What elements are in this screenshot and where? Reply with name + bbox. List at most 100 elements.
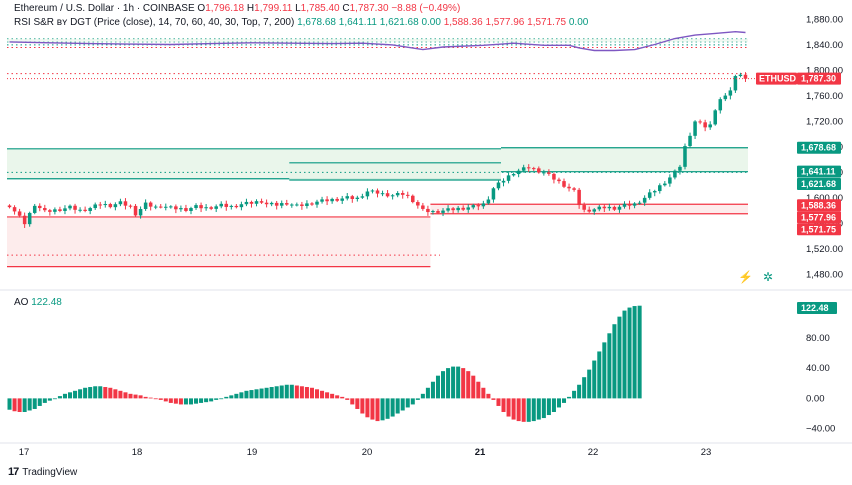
ao-bar <box>627 307 632 399</box>
ao-bar <box>380 398 385 421</box>
sparkle-icon[interactable]: ✲ <box>762 270 774 284</box>
candle-body <box>658 185 662 192</box>
level-label-text: 1,588.36 <box>801 200 836 210</box>
candle-body <box>713 110 717 125</box>
ao-bar <box>410 398 415 405</box>
ao-bar <box>441 371 446 399</box>
symbol-badge <box>756 72 797 85</box>
ao-bar <box>138 395 143 399</box>
candle-body <box>274 202 279 206</box>
ao-bar <box>435 375 441 399</box>
ao-bar <box>219 398 224 400</box>
zone-support-2 <box>501 147 748 172</box>
level-label-box <box>797 199 841 212</box>
candle-body <box>390 195 395 197</box>
ao-bar <box>390 398 395 417</box>
ao-bar <box>400 398 405 411</box>
tradingview-logo[interactable]: 17 TradingView <box>8 466 77 478</box>
ao-bar <box>360 398 365 414</box>
level-label-box <box>797 223 841 236</box>
candle-body <box>239 204 244 208</box>
ao-bar <box>536 398 541 420</box>
ao-bar <box>27 398 32 411</box>
candle-body <box>456 207 460 211</box>
ao-bar <box>67 392 73 399</box>
candle-body <box>123 201 128 206</box>
candle-body <box>703 122 707 128</box>
rsi-band <box>7 38 748 42</box>
ao-bar <box>350 398 355 405</box>
price-tick-label: 1,800.00 <box>806 65 843 76</box>
ao-bar <box>128 393 133 399</box>
candle-body <box>405 194 410 196</box>
rsi-line <box>9 30 746 52</box>
candle-body <box>718 99 723 111</box>
ao-bar <box>612 324 617 399</box>
ao-bar <box>546 398 551 416</box>
ao-bar <box>607 333 612 399</box>
ao-bar <box>375 398 380 422</box>
time-tick-label: 18 <box>132 447 143 458</box>
ao-bar <box>506 398 511 417</box>
candle-body <box>32 205 37 213</box>
candle-body <box>128 205 133 207</box>
candle-body <box>229 205 234 207</box>
ao-bar <box>259 388 264 399</box>
candle-body <box>83 209 87 211</box>
zone-support-1 <box>289 162 501 181</box>
chart-icons: ⚡ ✲ <box>738 270 773 284</box>
candle-body <box>562 181 566 187</box>
candle-body <box>88 208 92 211</box>
candle-body <box>431 211 435 213</box>
candle-body <box>708 124 712 128</box>
ao-bar <box>456 366 461 399</box>
indicator-legend[interactable]: RSI S&R ʙʏ DGT (Price (close), 14, 70, 6… <box>14 17 589 28</box>
ao-bar <box>279 385 284 399</box>
ao-legend[interactable]: AO 122.48 <box>14 297 62 308</box>
candle-body <box>214 206 218 209</box>
ao-bar <box>481 387 486 399</box>
candle-body <box>38 205 42 209</box>
candle-body <box>224 203 229 207</box>
ao-bar <box>294 385 299 399</box>
ao-bar <box>78 389 83 399</box>
candle-body <box>552 173 556 180</box>
ao-bar <box>335 395 340 399</box>
candle-body <box>733 76 738 91</box>
ao-bar <box>274 386 279 399</box>
ao-tick-label: −40.00 <box>806 424 835 435</box>
zone-resistance-3 <box>7 216 431 267</box>
candle-body <box>370 190 375 192</box>
ao-bar <box>632 306 637 399</box>
ao-bar <box>12 398 17 412</box>
ao-bar <box>340 396 345 399</box>
candle-body <box>300 204 304 207</box>
candle-body <box>441 210 445 213</box>
candle-body <box>330 198 334 202</box>
ao-bar <box>486 393 491 399</box>
ao-bar <box>254 389 259 399</box>
candle-body <box>7 205 12 208</box>
candle-body <box>158 206 163 208</box>
candle-body <box>496 182 501 189</box>
level-label-text: 1,641.11 <box>801 167 836 177</box>
ao-bar <box>451 366 456 399</box>
level-label-text: 1,621.68 <box>801 179 836 189</box>
candle-body <box>189 208 193 211</box>
flash-icon[interactable]: ⚡ <box>738 270 753 284</box>
ao-bar <box>551 398 556 412</box>
candle-body <box>612 206 617 210</box>
ao-label: AO <box>14 297 29 308</box>
candle-body <box>305 203 309 207</box>
candle-body <box>259 201 264 203</box>
candle-body <box>678 166 682 171</box>
candle-body <box>663 183 667 186</box>
ao-bar <box>204 398 209 403</box>
candle-body <box>219 203 223 207</box>
candle-body <box>542 172 546 174</box>
ao-bar <box>188 398 194 405</box>
candle-body <box>511 174 516 176</box>
candle-body <box>607 206 612 209</box>
candle-body <box>380 193 385 195</box>
candle-body <box>164 206 168 208</box>
